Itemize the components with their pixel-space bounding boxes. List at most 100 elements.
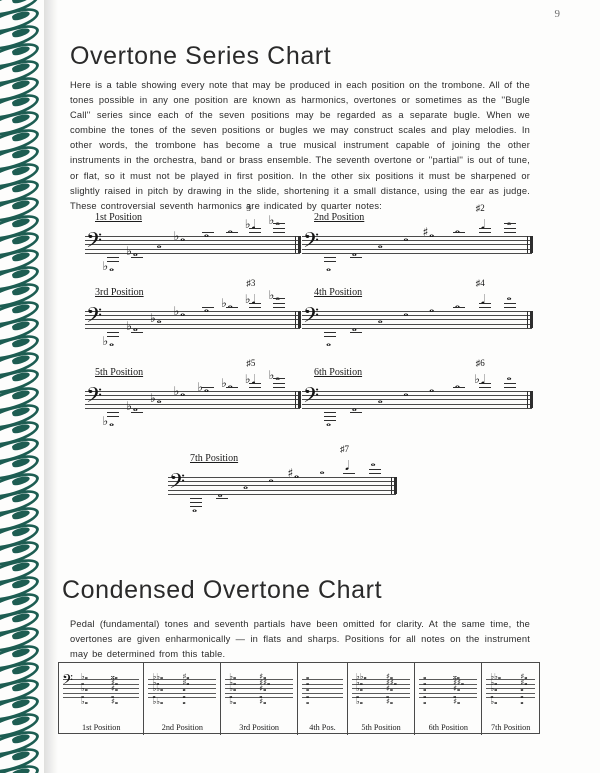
ledger-line: [107, 261, 119, 263]
ledger-line: [249, 302, 262, 304]
staff-line: [302, 391, 532, 392]
staff-line: [85, 399, 300, 401]
staff-line: [351, 683, 411, 685]
table-column-label: 2nd Position: [161, 723, 203, 732]
table-column-label: 3rd Position: [239, 723, 280, 732]
staff-line: [148, 688, 217, 690]
whole-note: 𝅝: [377, 236, 383, 252]
ledger-line: [130, 412, 143, 413]
whole-note: 𝅝: [203, 381, 210, 397]
ledger-line: [107, 412, 119, 413]
condensed-overtone-table: 𝄢 ♭𝅝 𝅝 ♭𝅝 𝅝 ♭𝅝 𝄪𝅝 ♯𝅝 ♯𝅝 𝅝 ♯𝅝 1st Position ♭♭…: [58, 662, 540, 735]
staff-line: [302, 688, 343, 690]
whole-note: 𝅝: [156, 311, 162, 327]
whole-note: 𝅝: [429, 301, 435, 317]
staff-line: [85, 315, 300, 317]
cell-staff: 𝅝 𝅝 𝅝 𝅝 𝅝 𝄪𝅝 ♯♯𝅝 ♯𝅝 𝅝 ♯𝅝: [415, 672, 481, 705]
whole-note: 𝅝: [192, 500, 198, 516]
staff-line: [302, 240, 532, 242]
table-column-1: 𝄢 ♭𝅝 𝅝 ♭𝅝 𝅝 ♭𝅝 𝄪𝅝 ♯𝅝 ♯𝅝 𝅝 ♯𝅝 1st Position: [59, 663, 145, 735]
whole-note: 𝅝: [454, 377, 461, 392]
chord-cluster: ♭𝅝 𝅝 ♭𝅝 𝅝 ♭𝅝: [81, 672, 88, 706]
chord-cluster: ♭♭𝅝 ♭𝅝 ♭𝅝 𝅝 ♭𝅝: [490, 672, 502, 706]
flat-accidental: ♭: [221, 296, 227, 310]
staff-line: [148, 692, 217, 694]
ledger-line: [349, 412, 362, 413]
ledger-line: [249, 227, 262, 229]
staff-line: [302, 407, 532, 409]
table-column-5: ♭♭𝅝 ♭𝅝 ♭𝅝 𝅝 ♭𝅝 ♯𝅝 ♯♯𝅝 ♯𝅝 𝅝 ♯𝅝 5th Position: [348, 663, 416, 735]
barline-end: [298, 391, 301, 408]
whole-note: 𝅝: [132, 320, 138, 336]
bass-clef-icon: 𝄢: [86, 228, 103, 257]
staff-line: [419, 683, 478, 685]
ledger-line: [273, 227, 286, 229]
whole-note: 𝅝: [326, 414, 332, 430]
chord-cluster: ♯𝅝 ♯𝅝 𝅝 𝅝 𝅝: [182, 672, 190, 706]
flat-accidental: ♭: [102, 413, 109, 428]
whole-note: 𝅝: [506, 368, 512, 384]
staff-line: [85, 252, 300, 254]
sharp-accidental: ♯: [422, 225, 429, 240]
ledger-line: [504, 231, 517, 233]
flat-accidental: ♭: [173, 229, 180, 244]
ledger-line: [478, 227, 491, 229]
ledger-line: [324, 412, 336, 413]
bass-clef-icon: 𝄢: [62, 672, 73, 692]
ledger-line: [225, 306, 238, 308]
ledger-line: [504, 306, 517, 308]
ledger-line: [225, 386, 238, 388]
staff-line: [302, 327, 532, 329]
partial-number-label: 3: [246, 202, 251, 213]
ledger-line: [368, 472, 381, 474]
table-column-label: 6th Position: [428, 723, 468, 732]
ledger-line: [130, 257, 143, 258]
whole-note: 𝅝: [203, 226, 210, 242]
ledger-line: [273, 386, 286, 388]
barline: [527, 311, 529, 328]
table-column-label: 7th Position: [490, 723, 531, 732]
ledger-line: [201, 231, 214, 233]
barline: [295, 391, 297, 408]
flat-accidental: ♭: [126, 244, 132, 259]
whole-note: 𝅝: [351, 400, 357, 416]
staff-system-5: 5th Position 𝄢 𝅝 ♭ 𝅝 ♭ 𝅝 ♭ 𝅝 ♭ 𝅝 ♭ 𝅝 ♭ 𝅘𝅥 ♭ ♯5 𝅝 ♭: [85, 358, 301, 451]
bass-clef-icon: 𝄢: [303, 383, 320, 412]
whole-note: 𝅝: [156, 236, 162, 252]
staff-system-1: 1st Position 𝄢 𝅝 ♭ 𝅝 ♭ 𝅝 𝅝 ♭ 𝅝 𝅝 𝅘𝅥 ♭ 3 𝅝 ♭: [85, 203, 301, 296]
flat-accidental: ♭: [244, 371, 251, 386]
ledger-line: [107, 416, 119, 418]
flat-accidental: ♭: [126, 399, 132, 414]
barline-end: [530, 236, 533, 253]
whole-note: 𝅝: [351, 320, 357, 336]
whole-note: 𝅝: [370, 454, 376, 470]
ledger-line: [107, 257, 119, 258]
condensed-paragraph: Pedal (fundamental) tones and seventh pa…: [70, 619, 530, 660]
chord-cluster: ♯𝅝 ♯♯𝅝 ♯𝅝 𝅝 ♯𝅝: [385, 672, 397, 706]
staff-line: [63, 697, 140, 699]
flat-accidental: ♭: [149, 310, 156, 325]
staff-line: [85, 244, 300, 246]
staff-line: [302, 315, 532, 317]
staff-line: [351, 679, 411, 680]
barline-end: [298, 236, 301, 253]
staff-line: [63, 679, 140, 680]
table-column-2: ♭♭𝅝 ♭𝅝 ♭♭𝅝 𝅝 ♭♭𝅝 ♯𝅝 ♯𝅝 𝅝 𝅝 𝅝 2nd Position: [144, 663, 222, 735]
whole-note: 𝅝: [180, 230, 186, 246]
staff-line: [85, 236, 300, 237]
whole-note: 𝅝: [227, 297, 233, 312]
ledger-line: [324, 416, 336, 418]
ledger-line: [349, 332, 362, 333]
staff-line: [486, 683, 535, 685]
staff-system-3: 3rd Position 𝄢 𝅝 ♭ 𝅝 ♭ 𝅝 ♭ 𝅝 ♭ 𝅝 𝅝 ♭ 𝅘𝅥 ♭ ♯3 𝅝 ♭: [85, 278, 301, 371]
staff-line: [225, 683, 294, 685]
quarter-note: 𝅘𝅥: [251, 292, 256, 308]
staff-line: [302, 679, 343, 680]
whole-note: 𝅝: [403, 230, 409, 246]
whole-note: 𝅝: [319, 463, 325, 478]
cell-staff: ♭𝅝 ♭𝅝 ♭𝅝 𝅝 ♭𝅝 ♯𝅝 ♯♯𝅝 ♯𝅝 𝅝 ♯𝅝: [221, 672, 297, 705]
flat-accidental: ♭: [173, 384, 180, 399]
staff-line: [486, 697, 535, 699]
ledger-line: [273, 382, 286, 384]
